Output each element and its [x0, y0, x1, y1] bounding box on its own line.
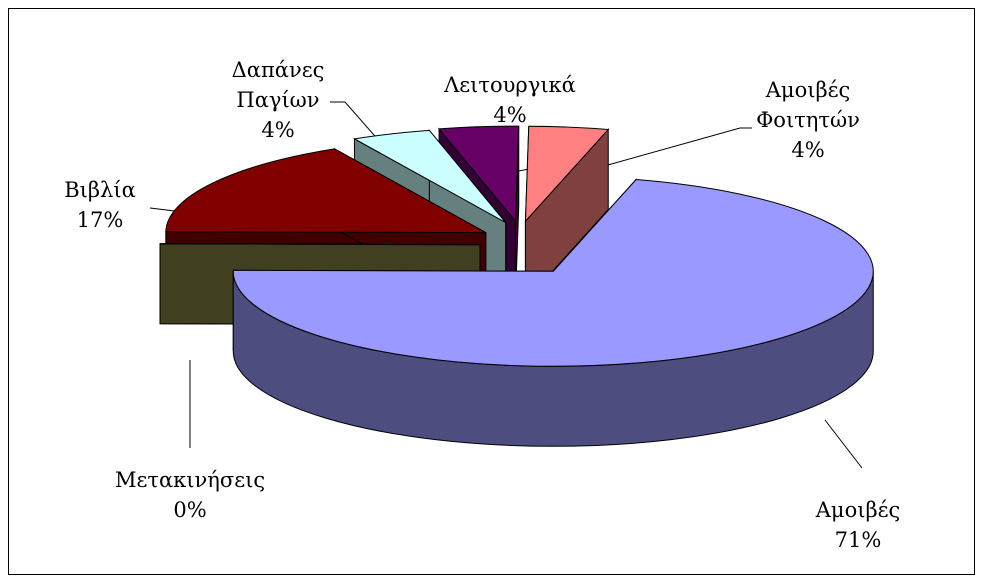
slice-top [165, 148, 487, 234]
value-label: 17% [76, 208, 124, 232]
category-label: Βιβλία [64, 178, 136, 202]
category-label: Μετακινήσεις [115, 468, 266, 492]
value-label: 4% [493, 103, 527, 127]
data-label: Αμοιβές 71% [783, 495, 933, 555]
category-label: Λειτουργικά [444, 73, 576, 97]
data-label: Λειτουργικά 4% [435, 70, 585, 130]
slice [232, 178, 874, 447]
value-label: 4% [791, 138, 825, 162]
data-label: Αμοιβές Φοιτητών 4% [748, 75, 868, 165]
value-label: 71% [834, 528, 882, 552]
value-label: 0% [173, 498, 207, 522]
category-label: Αμοιβές Φοιτητών [756, 78, 860, 132]
slice-top [232, 179, 874, 367]
slice-top [438, 125, 520, 223]
category-label: Αμοιβές [815, 498, 901, 522]
slice-top [160, 243, 481, 246]
data-label: Δαπάνες Παγίων 4% [218, 55, 338, 145]
slice-top [352, 129, 507, 224]
leader-line [589, 127, 752, 171]
category-label: Δαπάνες Παγίων [231, 58, 325, 112]
data-label: Βιβλία 17% [25, 175, 175, 235]
chart-frame [8, 8, 975, 575]
slice-top [524, 125, 610, 223]
value-label: 4% [261, 118, 295, 142]
leader-line [824, 419, 863, 469]
data-label: Μετακινήσεις 0% [115, 465, 265, 525]
